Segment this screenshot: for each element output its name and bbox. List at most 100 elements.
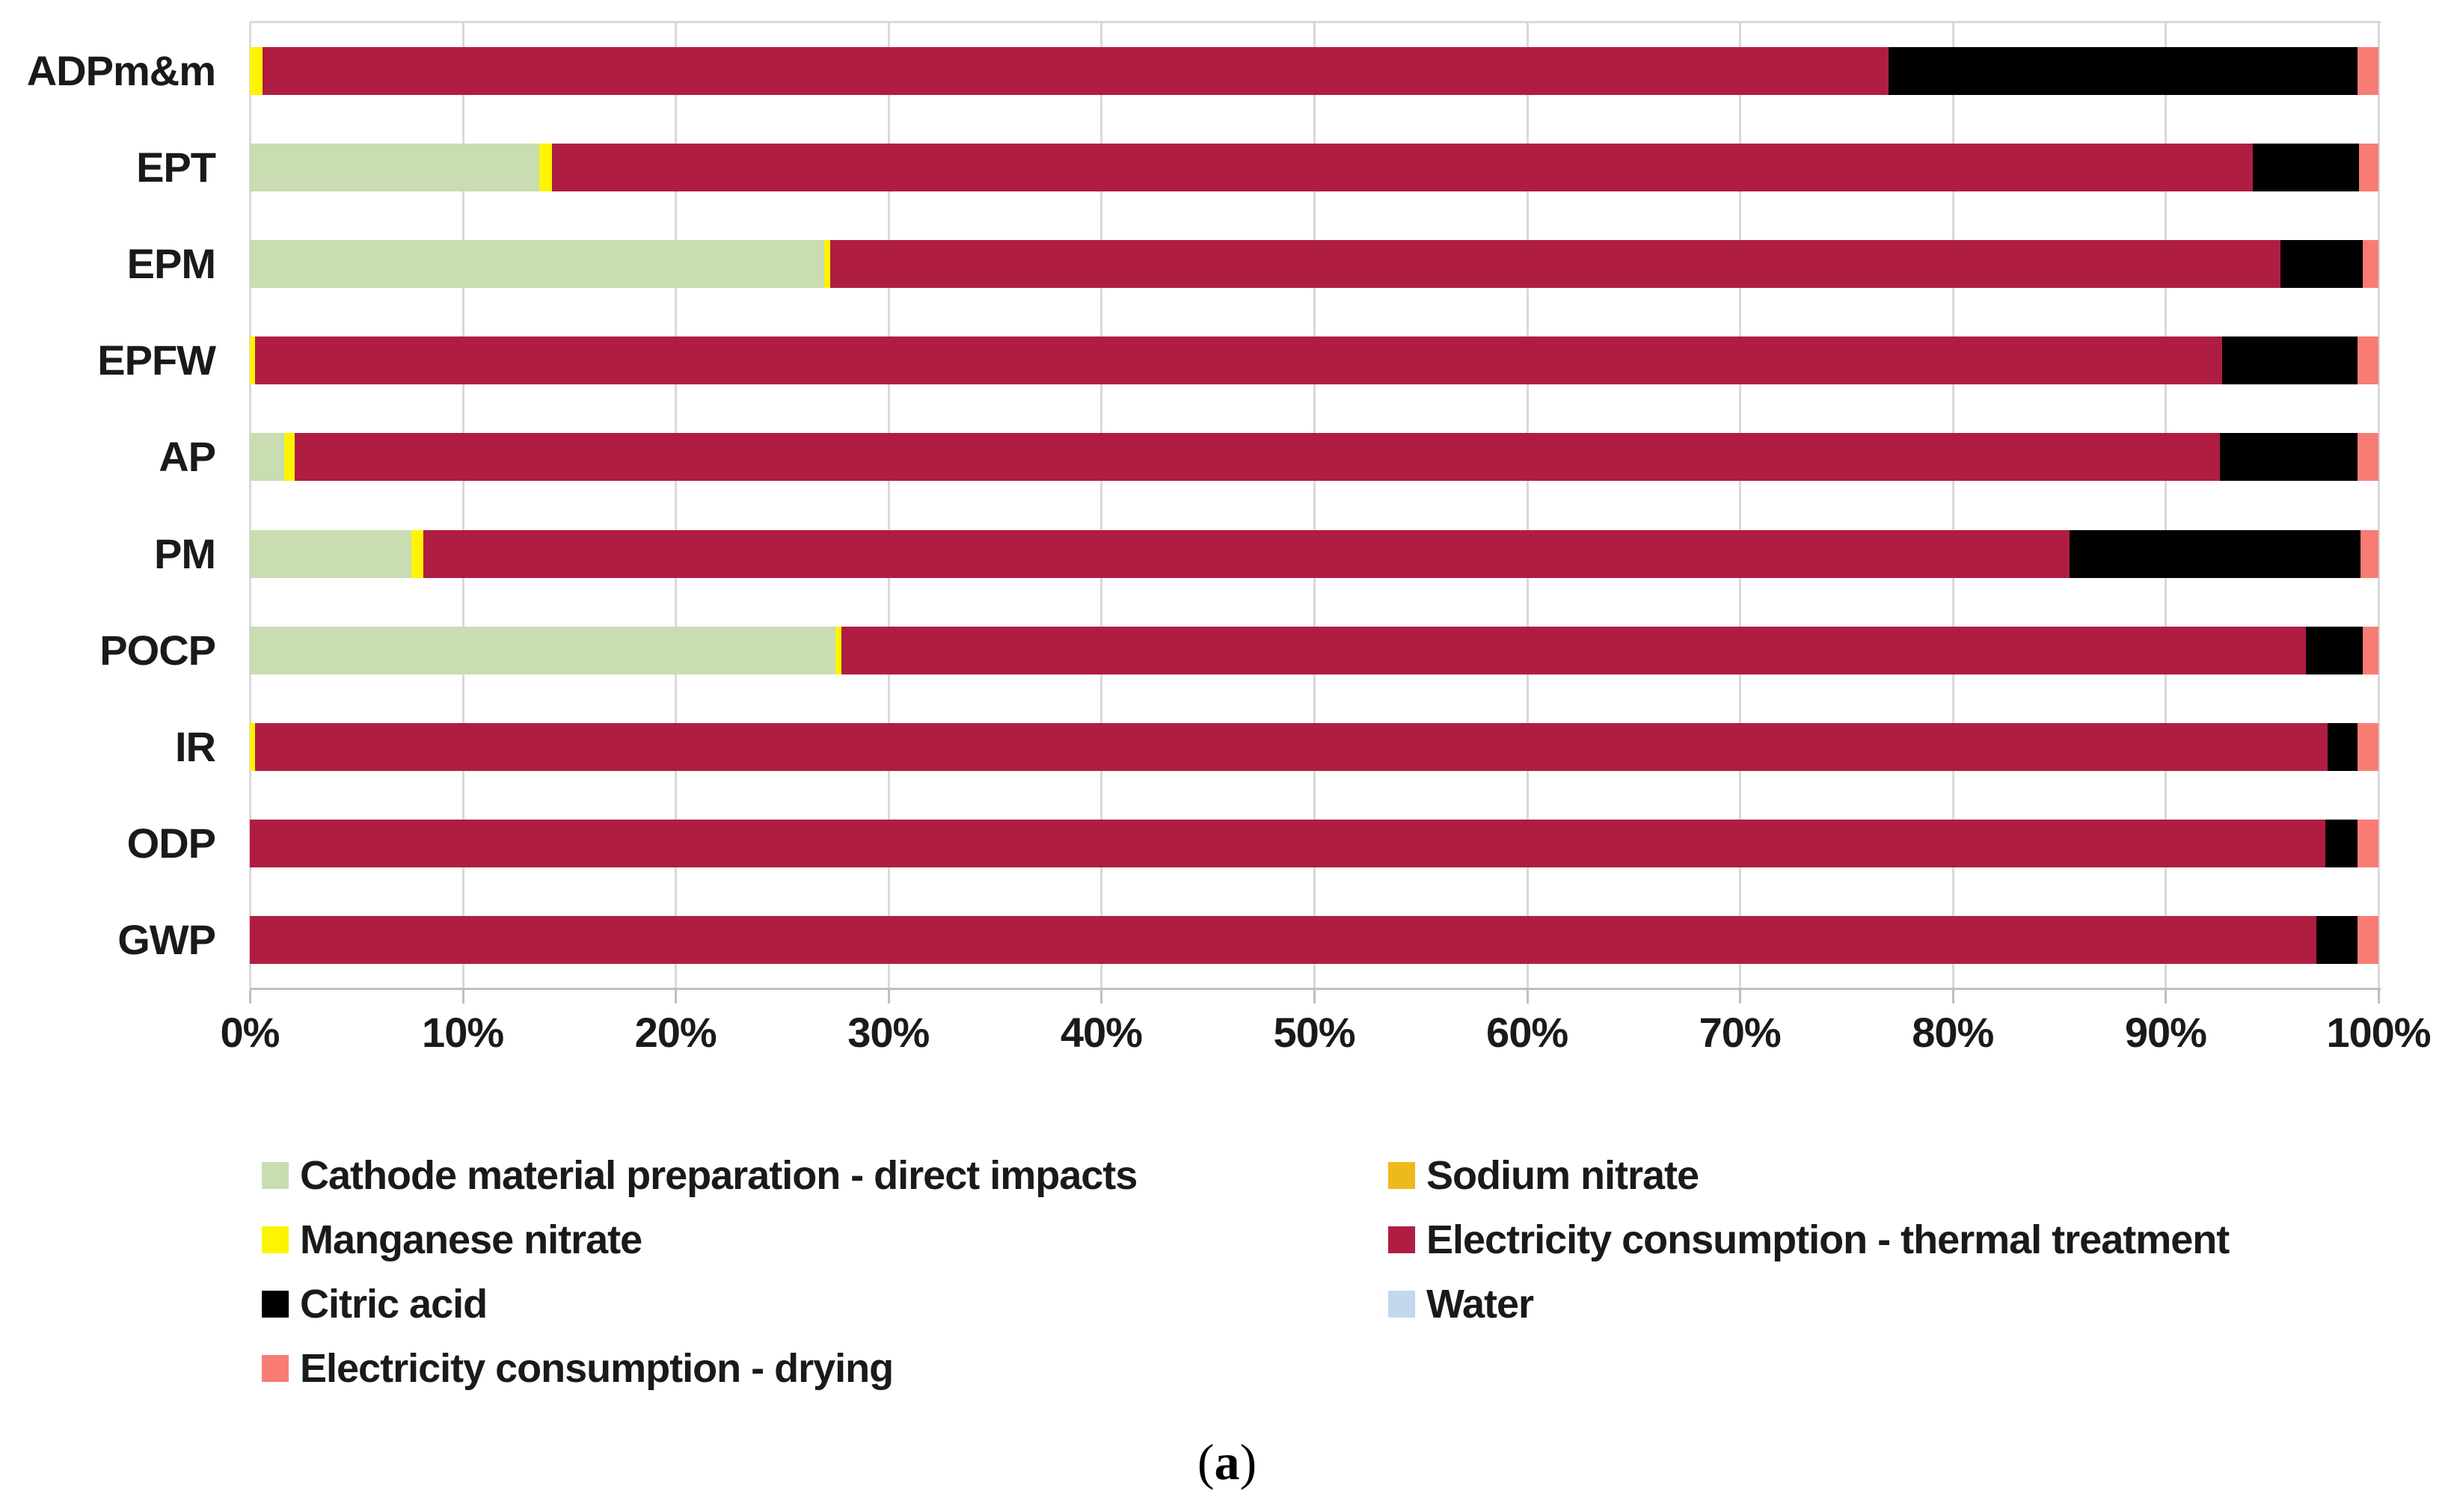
bar-segment [2359,143,2378,191]
bar-segment [2357,336,2378,385]
legend-swatch-icon [262,1162,289,1189]
gridline-10% [461,22,464,989]
bar-segment [2219,433,2358,482]
gridline-80% [1951,22,1954,989]
bar-segment [2357,46,2378,95]
bar-segment [294,433,2220,482]
legend-item: Electricity consumption - drying [262,1345,894,1392]
bar-segment [283,433,295,482]
x-axis-label-30%: 30% [847,1009,930,1056]
gridline-0% [249,22,251,989]
category-label-EPM: EPM [126,240,216,287]
x-axis-label-80%: 80% [1912,1009,1994,1056]
bar-segment [2325,820,2358,868]
legend-swatch-icon [1388,1291,1415,1318]
bar-segment [2280,240,2363,288]
bar-segment [250,46,263,95]
bar-segment [250,240,825,288]
gridline-70% [1739,22,1742,989]
axis-tick-50% [1313,990,1316,1004]
category-label-GWP: GWP [117,916,216,964]
gridline-100% [2378,22,2380,989]
bar-segment [2362,240,2378,288]
category-label-PM: PM [154,529,216,577]
legend-item: Sodium nitrate [1388,1152,1699,1199]
category-label-POCP: POCP [99,626,216,674]
bar-IR [250,723,2378,771]
legend-swatch-icon [1388,1162,1415,1189]
category-label-ODP: ODP [126,820,216,867]
gridline-30% [887,22,890,989]
legend-label: Electricity consumption - thermal treatm… [1426,1217,2230,1262]
bar-PM [250,529,2378,578]
category-label-EPT: EPT [136,143,216,191]
axis-tick-100% [2378,990,2380,1004]
legend-label: Water [1426,1282,1534,1327]
bar-segment [841,626,2307,674]
bar-ODP [250,820,2378,868]
bar-segment [250,433,284,482]
bar-segment [824,240,830,288]
x-axis-label-40%: 40% [1060,1009,1143,1056]
bar-segment [411,529,423,578]
caption-paren-close: ) [1239,1433,1257,1490]
bar-segment [829,240,2281,288]
legend-swatch-icon [1388,1226,1415,1253]
x-axis-label-0%: 0% [220,1009,280,1056]
bar-segment [2357,723,2378,771]
axis-tick-60% [1526,990,1529,1004]
bar-segment [2357,433,2378,482]
legend-item: Cathode material preparation - direct im… [262,1152,1138,1199]
legend-label: Electricity consumption - drying [300,1346,894,1391]
legend-item: Water [1388,1281,1534,1327]
x-axis-label-50%: 50% [1273,1009,1355,1056]
category-label-ADPm&m: ADPm&m [26,46,216,94]
gridline-40% [1100,22,1103,989]
legend-label: Citric acid [300,1282,488,1327]
caption-letter: a [1214,1433,1240,1490]
bar-segment [250,626,835,674]
legend-item: Citric acid [262,1281,488,1327]
axis-tick-40% [1100,990,1103,1004]
bar-segment [2357,916,2378,965]
caption-paren-open: ( [1197,1433,1215,1490]
bar-segment [250,143,540,191]
x-axis-label-10%: 10% [422,1009,504,1056]
bar-segment [250,820,2325,868]
category-label-IR: IR [175,723,216,770]
bar-segment [835,626,842,674]
bar-POCP [250,626,2378,674]
legend-swatch-icon [262,1355,289,1382]
axis-tick-30% [887,990,890,1004]
x-axis-label-90%: 90% [2124,1009,2207,1056]
bar-segment [263,46,1889,95]
bar-segment [250,723,256,771]
bar-segment [2316,916,2358,965]
bar-segment [552,143,2254,191]
bar-segment [2357,820,2378,868]
category-label-AP: AP [159,433,216,481]
bar-segment [255,723,2328,771]
legend-item: Electricity consumption - thermal treatm… [1388,1217,2230,1263]
bar-segment [2362,626,2378,674]
x-axis-line [250,988,2381,990]
legend-label: Sodium nitrate [1426,1153,1699,1198]
x-axis-label-60%: 60% [1486,1009,1568,1056]
legend-swatch-icon [262,1291,289,1318]
bar-segment [2327,723,2358,771]
legend-label: Manganese nitrate [300,1217,642,1262]
bar-GWP [250,916,2378,965]
category-label-EPFW: EPFW [97,336,216,384]
bar-segment [250,916,2317,965]
legend-swatch-icon [262,1226,289,1253]
axis-tick-90% [2165,990,2168,1004]
bar-AP [250,433,2378,482]
gridline-90% [2165,22,2168,989]
bar-ADPm&m [250,46,2378,95]
bar-segment [423,529,2070,578]
gridline-50% [1313,22,1316,989]
bar-segment [539,143,553,191]
axis-tick-20% [675,990,678,1004]
bar-segment [250,529,412,578]
